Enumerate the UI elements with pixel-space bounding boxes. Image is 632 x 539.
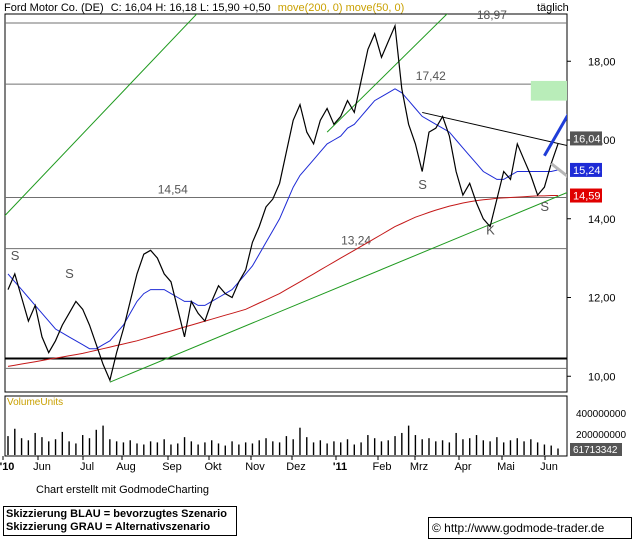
x-tick-label: Feb bbox=[373, 461, 392, 473]
price-badge: 15,24 bbox=[570, 162, 602, 177]
level-label: 14,54 bbox=[158, 182, 188, 196]
level-label: 17,42 bbox=[416, 69, 446, 83]
price-badge-label: 14,59 bbox=[573, 191, 601, 203]
trendline bbox=[109, 192, 567, 383]
legend-line-blue: Skizzierung BLAU = bevorzugtes Szenario bbox=[6, 508, 227, 520]
price-layer: S S S K S bbox=[5, 14, 567, 383]
price-grid: 18,97 17,42 14,54 13,24 bbox=[5, 8, 567, 369]
price-badge-label: 15,24 bbox=[573, 165, 601, 177]
x-tick-label: Aug bbox=[116, 461, 136, 473]
pattern-label: S bbox=[11, 248, 20, 263]
pattern-label: S bbox=[418, 177, 427, 192]
volume-tick-label: 200000000 bbox=[576, 430, 626, 441]
x-tick-label: '11 bbox=[333, 461, 347, 473]
y-tick-label: 18,00 bbox=[588, 56, 616, 68]
date-axis: '10 Jun Jul Aug Sep Okt Nov Dez '11 Feb Mrz Apr Mai J… bbox=[0, 456, 558, 473]
volume-axis: 400000000200000000061713342 bbox=[570, 409, 626, 459]
x-tick-label: Okt bbox=[204, 461, 221, 473]
trendline bbox=[5, 14, 198, 217]
scenario-legend: Skizzierung BLAU = bevorzugtes Szenario … bbox=[3, 506, 237, 536]
trendline bbox=[422, 111, 567, 147]
x-tick-label: Mai bbox=[497, 461, 515, 473]
header-ohlc: C: 16,04 H: 16,18 L: 15,90 +0,50 bbox=[111, 2, 271, 14]
y-tick-label: 10,00 bbox=[588, 371, 616, 383]
y-tick-label: 12,00 bbox=[588, 293, 616, 305]
price-badge-box bbox=[570, 162, 602, 177]
ma200-line bbox=[7, 195, 558, 367]
x-tick-label: Apr bbox=[454, 461, 471, 473]
price-badge: 14,59 bbox=[570, 188, 602, 203]
x-tick-label: Nov bbox=[245, 461, 265, 473]
price-badge-label: 16,04 bbox=[573, 133, 601, 145]
header-ma-legend: move(200, 0) move(50, 0) bbox=[278, 2, 405, 14]
chart-header-title: Ford Motor Co. (DE) C: 16,04 H: 16,18 L:… bbox=[4, 2, 404, 14]
x-tick-label: Sep bbox=[162, 461, 182, 473]
godmode-trader-link[interactable]: © http://www.godmode-trader.de bbox=[428, 517, 632, 539]
volume-badge bbox=[570, 443, 622, 456]
pattern-label: S bbox=[65, 266, 74, 281]
price-line bbox=[7, 23, 559, 383]
pattern-label: S bbox=[540, 199, 549, 214]
volume-panel-title: VolumeUnits bbox=[7, 397, 63, 408]
trendline bbox=[326, 14, 448, 133]
pattern-label: K bbox=[486, 223, 495, 238]
chart-credit: Chart erstellt mit GodmodeCharting bbox=[36, 484, 210, 496]
price-badge: 16,04 bbox=[570, 131, 602, 146]
legend-line-gray: Skizzierung GRAU = Alternativszenario bbox=[6, 521, 211, 533]
x-tick-label: Jul bbox=[80, 461, 94, 473]
stock-chart: Ford Motor Co. (DE) C: 16,04 H: 16,18 L:… bbox=[0, 2, 626, 473]
x-tick-label: '10 bbox=[0, 461, 14, 473]
x-tick-label: Jun bbox=[540, 461, 558, 473]
interval-label: täglich bbox=[537, 2, 569, 14]
target-zone bbox=[530, 80, 567, 101]
x-tick-label: Mrz bbox=[410, 461, 428, 473]
volume-layer bbox=[7, 425, 559, 455]
x-tick-label: Dez bbox=[286, 461, 306, 473]
x-tick-label: Jun bbox=[33, 461, 51, 473]
level-label: 13,24 bbox=[341, 234, 371, 248]
ma50-line bbox=[7, 88, 559, 350]
level-label: 18,97 bbox=[477, 8, 507, 22]
price-badge-box bbox=[570, 131, 602, 146]
volume-badge-label: 61713342 bbox=[573, 445, 618, 456]
volume-tick-label: 400000000 bbox=[576, 409, 626, 420]
price-badge-box bbox=[570, 188, 602, 203]
y-tick-label: 14,00 bbox=[588, 214, 616, 226]
header-instrument: Ford Motor Co. (DE) bbox=[4, 2, 104, 14]
